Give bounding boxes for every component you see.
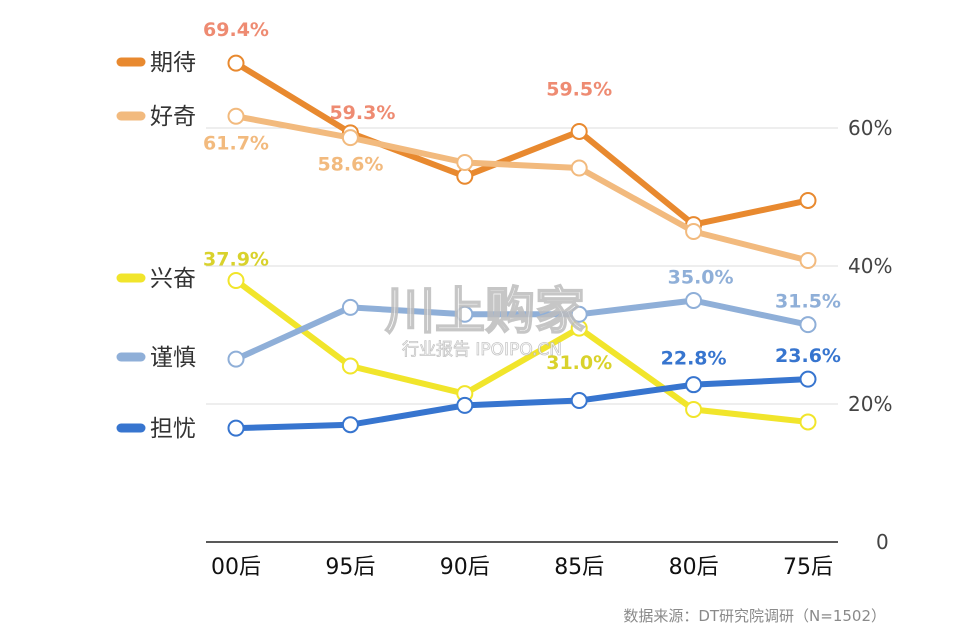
y-tick-label: 20%: [848, 392, 892, 416]
data-point: [799, 413, 817, 431]
data-label: 59.3%: [329, 102, 395, 124]
legend-item: 期待: [116, 50, 196, 76]
series-line: [233, 297, 811, 363]
data-labels: 69.4% 59.3% 59.5% 61.7% 58.6% 37.9% 31.0% 35.0%…: [203, 19, 841, 374]
data-label: 22.8%: [661, 348, 727, 370]
series-lines: [227, 54, 817, 437]
watermark-main: 川上购家: [385, 282, 585, 340]
y-tick-label: 60%: [848, 116, 892, 140]
series-line: [233, 376, 811, 432]
series-line: [233, 60, 811, 228]
data-point: [685, 401, 703, 419]
data-point: [227, 271, 245, 289]
data-label: 31.0%: [546, 352, 612, 374]
data-point: [570, 159, 588, 177]
watermark-sub: 行业报告 IPOIPO.CN: [402, 340, 562, 360]
data-point: [799, 251, 817, 269]
data-point: [456, 305, 474, 323]
data-point: [570, 305, 588, 323]
data-point: [570, 122, 588, 140]
data-point: [227, 107, 245, 125]
legend-item: 担忧: [116, 416, 196, 442]
legend-label: 兴奋: [150, 266, 196, 292]
x-category-label: 90后: [440, 555, 490, 580]
series-0: [227, 54, 817, 234]
data-point: [227, 350, 245, 368]
x-category-label: 95后: [325, 555, 375, 580]
source-note: 数据来源：DT研究院调研（N=1502）: [623, 607, 886, 625]
data-point: [799, 316, 817, 334]
data-point: [456, 396, 474, 414]
legend-label: 担忧: [150, 416, 196, 442]
data-label: 69.4%: [203, 19, 269, 41]
series-line: [233, 113, 811, 264]
data-point: [341, 298, 359, 316]
data-point: [456, 167, 474, 185]
x-category-label: 75后: [783, 555, 833, 580]
data-point: [341, 416, 359, 434]
data-label: 35.0%: [668, 267, 734, 289]
y-tick-label: 0: [876, 530, 889, 554]
series-1: [227, 107, 817, 269]
legend-label: 期待: [150, 50, 196, 76]
series-2: [227, 271, 817, 431]
data-point: [799, 370, 817, 388]
data-point: [685, 376, 703, 394]
legend-label: 谨慎: [150, 345, 196, 371]
data-point: [227, 54, 245, 72]
legend-label: 好奇: [150, 104, 196, 130]
legend-item: 好奇: [116, 104, 196, 130]
data-label: 31.5%: [775, 291, 841, 313]
data-point: [685, 223, 703, 240]
data-label: 37.9%: [203, 248, 269, 270]
data-point: [799, 191, 817, 209]
watermark: 川上购家 行业报告 IPOIPO.CN: [384, 281, 586, 360]
legend-item: 谨慎: [116, 345, 196, 371]
x-category-label: 00后: [211, 555, 261, 580]
x-category-label: 85后: [554, 555, 604, 580]
y-axis-ticks: 0 20% 40% 60%: [848, 116, 892, 554]
data-point: [685, 292, 703, 309]
data-point: [341, 129, 359, 147]
data-point: [456, 154, 474, 171]
data-label: 23.6%: [775, 345, 841, 367]
y-tick-label: 40%: [848, 254, 892, 278]
x-category-label: 80后: [669, 555, 719, 580]
data-point: [227, 419, 245, 437]
data-point: [341, 357, 359, 375]
data-label: 59.5%: [546, 78, 612, 100]
data-label: 58.6%: [317, 154, 383, 176]
series-4: [227, 370, 817, 437]
data-point: [570, 392, 588, 410]
legend-item: 兴奋: [116, 266, 196, 292]
series-3: [227, 292, 817, 368]
data-label: 61.7%: [203, 132, 269, 154]
x-axis-categories: 00后 95后 90后 85后 80后 75后: [211, 555, 833, 580]
series-line: [233, 277, 811, 425]
